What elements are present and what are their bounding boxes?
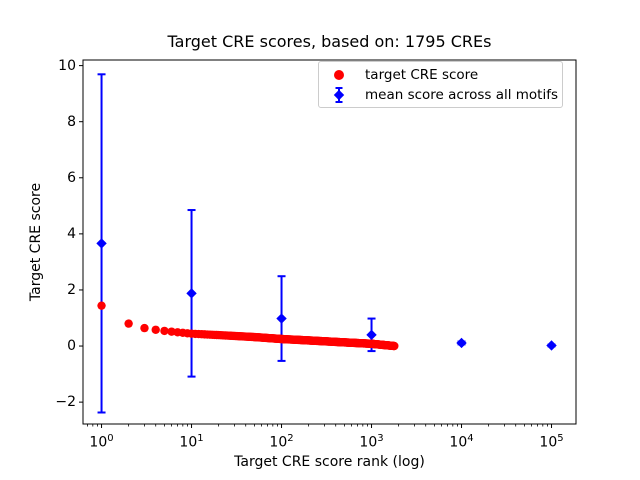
x-tick-label: 103 — [359, 433, 384, 451]
blue-diamond-errorbar-marker-icon — [333, 87, 345, 103]
x-tick-label: 102 — [269, 433, 294, 451]
y-tick-label: 8 — [67, 113, 76, 130]
mean-diamond-marker — [186, 288, 197, 299]
mean-diamond-marker — [546, 340, 557, 351]
y-tick-label: 4 — [67, 225, 76, 242]
x-tick-label: 101 — [179, 433, 204, 451]
mean-diamond-marker — [96, 238, 107, 249]
red-circle-marker-icon — [334, 70, 344, 80]
target-score-dot — [390, 341, 399, 351]
legend-item-label: target CRE score — [365, 67, 479, 83]
y-tick-label: −2 — [55, 394, 76, 411]
target-score-dot — [124, 319, 133, 328]
target-score-dot — [160, 326, 169, 336]
x-tick-label: 104 — [449, 433, 474, 451]
y-tick-label: 2 — [67, 281, 76, 298]
legend-item-label: mean score across all motifs — [365, 87, 559, 103]
mean-diamond-marker — [333, 89, 345, 101]
target-score-dot — [151, 325, 160, 334]
x-tick-label: 100 — [89, 433, 114, 451]
x-axis-label: Target CRE score rank (log) — [234, 454, 425, 470]
legend-circle-glyph — [334, 70, 344, 80]
y-tick-label: 0 — [67, 338, 76, 355]
plot-frame — [82, 59, 577, 425]
y-tick-label: 10 — [58, 57, 76, 74]
legend-item-target-cre-score: target CRE score — [326, 65, 562, 85]
legend: target CRE score mean score across all m… — [318, 61, 563, 108]
mean-diamond-marker — [366, 329, 377, 341]
target-score-dot — [140, 323, 149, 333]
mean-diamond-marker — [276, 313, 287, 324]
target-score-dot — [97, 301, 106, 310]
chart-title: Target CRE scores, based on: 1795 CREs — [167, 32, 492, 51]
y-tick-label: 6 — [67, 169, 76, 186]
legend-item-mean-score: mean score across all motifs — [326, 85, 562, 105]
x-tick-label: 105 — [539, 433, 564, 451]
mean-diamond-marker — [456, 337, 467, 349]
